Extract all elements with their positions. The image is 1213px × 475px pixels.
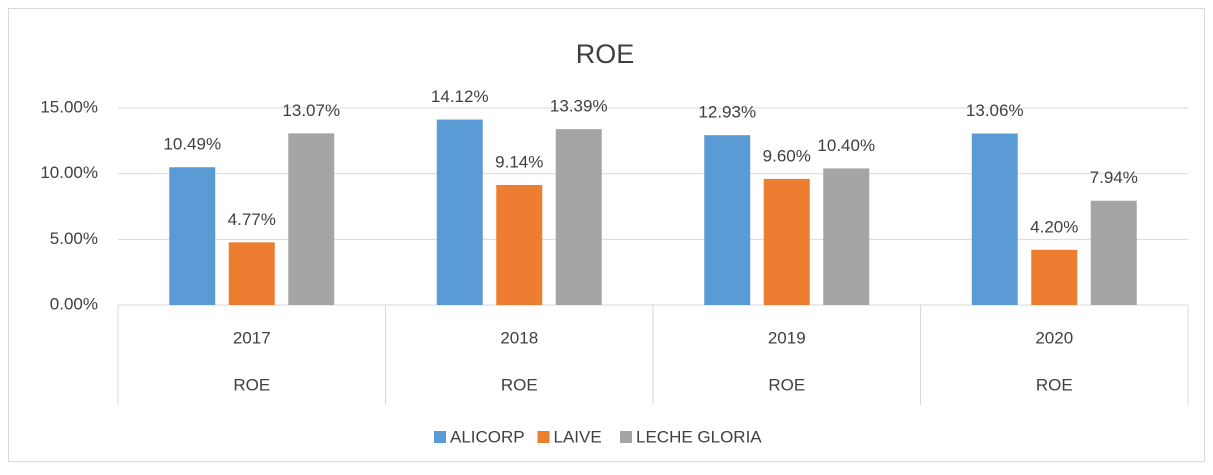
bar bbox=[971, 133, 1018, 305]
y-tick-label: 0.00% bbox=[50, 294, 98, 313]
data-label: 4.77% bbox=[228, 210, 276, 229]
legend-label: LECHE GLORIA bbox=[636, 427, 762, 446]
data-label: 14.12% bbox=[431, 87, 489, 106]
data-label: 13.06% bbox=[966, 101, 1024, 120]
legend-label: ALICORP bbox=[450, 427, 525, 446]
data-label: 13.07% bbox=[282, 101, 340, 120]
legend-swatch bbox=[620, 431, 632, 443]
chart-title: ROE bbox=[576, 39, 635, 69]
bar bbox=[823, 168, 870, 305]
bar bbox=[228, 242, 275, 305]
x-subcategory-label: ROE bbox=[233, 375, 270, 394]
data-label: 7.94% bbox=[1090, 168, 1138, 187]
x-subcategory-label: ROE bbox=[1036, 375, 1073, 394]
x-subcategory-label: ROE bbox=[768, 375, 805, 394]
bar bbox=[763, 178, 810, 305]
bar bbox=[288, 133, 335, 305]
legend-swatch bbox=[537, 431, 550, 443]
bar bbox=[496, 184, 543, 305]
x-tick-label: 2019 bbox=[768, 328, 806, 347]
bar bbox=[704, 135, 751, 305]
x-tick-label: 2017 bbox=[233, 328, 271, 347]
data-label: 9.60% bbox=[763, 146, 811, 165]
data-label: 10.49% bbox=[163, 135, 221, 154]
bar bbox=[555, 129, 602, 305]
y-tick-label: 15.00% bbox=[40, 97, 98, 116]
y-tick-label: 5.00% bbox=[50, 229, 98, 248]
x-subcategory-label: ROE bbox=[501, 375, 538, 394]
bar bbox=[1031, 249, 1078, 305]
bar bbox=[169, 167, 216, 305]
data-label: 12.93% bbox=[698, 103, 756, 122]
data-label: 9.14% bbox=[495, 152, 543, 171]
bar bbox=[436, 119, 483, 305]
data-label: 13.39% bbox=[550, 97, 608, 116]
x-tick-label: 2018 bbox=[500, 328, 538, 347]
data-label: 4.20% bbox=[1030, 217, 1078, 236]
legend-swatch bbox=[434, 431, 446, 443]
x-tick-label: 2020 bbox=[1035, 328, 1073, 347]
data-label: 10.40% bbox=[817, 136, 875, 155]
y-tick-label: 10.00% bbox=[40, 163, 98, 182]
legend-label: LAIVE bbox=[554, 427, 602, 446]
bar bbox=[1090, 200, 1137, 305]
